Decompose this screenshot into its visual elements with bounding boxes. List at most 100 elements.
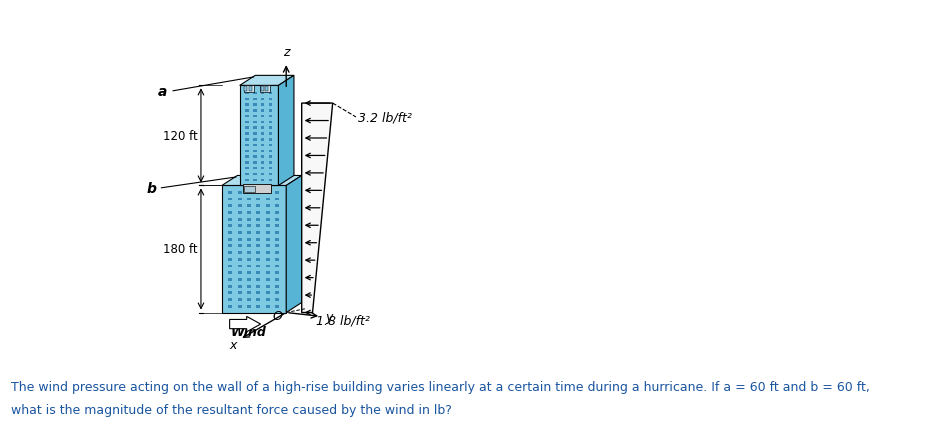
Bar [237,231,242,234]
Bar [256,245,261,248]
Bar [228,278,232,281]
Bar [253,110,256,112]
Bar [228,218,232,221]
Bar [269,98,272,101]
Bar [261,127,265,130]
Bar [247,258,251,261]
Bar [237,298,242,301]
Bar [245,127,249,130]
Bar [269,179,272,181]
Bar [261,116,265,118]
Text: The wind pressure acting on the wall of a high-rise building varies linearly at : The wind pressure acting on the wall of … [11,381,870,393]
Polygon shape [230,316,261,332]
Bar [247,231,251,234]
Bar [269,144,272,147]
Bar [253,127,256,130]
Text: what is the magnitude of the resultant force caused by the wind in lb?: what is the magnitude of the resultant f… [11,403,452,416]
Bar [247,225,251,228]
Bar [228,245,232,248]
Bar [275,298,280,301]
Bar [245,144,249,147]
Bar [247,218,251,221]
Bar [256,272,261,274]
Bar [256,205,261,208]
Bar [275,245,280,248]
Bar [265,252,270,255]
Bar [256,258,261,261]
Text: z: z [283,46,290,59]
Bar [261,139,265,141]
Bar [228,272,232,274]
Bar [237,245,242,248]
Bar [265,292,270,295]
Bar [265,258,270,261]
Bar [237,212,242,214]
Bar [256,298,261,301]
Bar [256,238,261,241]
Polygon shape [265,87,268,92]
Text: x: x [230,338,237,352]
Bar [256,285,261,288]
Bar [228,298,232,301]
Bar [265,218,270,221]
Bar [269,173,272,176]
Polygon shape [240,76,294,86]
Bar [265,225,270,228]
Bar [261,133,265,135]
Bar [245,168,249,170]
Bar [228,305,232,308]
Bar [253,168,256,170]
Bar [228,212,232,214]
Bar [275,212,280,214]
Bar [275,292,280,295]
Bar [275,218,280,221]
Bar [228,225,232,228]
Bar [265,272,270,274]
Bar [228,191,232,194]
Bar [275,265,280,268]
Text: 180 ft: 180 ft [163,243,198,256]
Bar [256,305,261,308]
Bar [245,156,249,159]
Bar [228,265,232,268]
Text: O: O [272,309,282,322]
Bar [228,238,232,241]
Bar [269,156,272,159]
Polygon shape [245,87,248,92]
Bar [245,173,249,176]
Bar [237,292,242,295]
Bar [228,205,232,208]
Bar [245,116,249,118]
Polygon shape [222,176,302,186]
Bar [261,162,265,164]
Bar [237,258,242,261]
Text: 120 ft: 120 ft [163,129,198,143]
Bar [245,179,249,181]
Bar [237,278,242,281]
Bar [269,133,272,135]
Bar [228,252,232,255]
Polygon shape [261,87,264,92]
Polygon shape [249,87,252,92]
Bar [265,278,270,281]
Bar [245,98,249,101]
Bar [247,272,251,274]
Bar [256,252,261,255]
Bar [256,278,261,281]
Bar [265,231,270,234]
Polygon shape [240,86,279,186]
Bar [265,285,270,288]
Bar [253,144,256,147]
Bar [265,205,270,208]
Bar [261,156,265,159]
Bar [228,292,232,295]
Bar [253,173,256,176]
Bar [275,205,280,208]
Bar [253,156,256,159]
Bar [256,292,261,295]
Text: a: a [159,85,168,98]
Bar [275,305,280,308]
Bar [265,212,270,214]
Bar [275,258,280,261]
Text: Wind: Wind [231,325,267,338]
